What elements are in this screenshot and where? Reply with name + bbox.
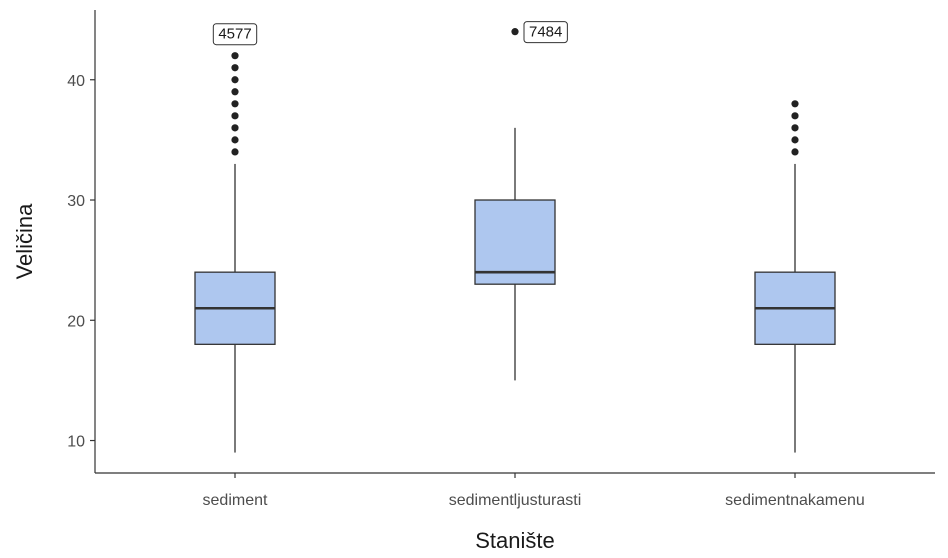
y-tick-label: 20 [67, 313, 85, 330]
outlier-point [231, 148, 239, 156]
y-tick-label: 40 [67, 73, 85, 90]
outlier-label-frame [212, 23, 258, 46]
y-tick-label: 10 [67, 434, 85, 451]
y-axis-ticks: 10 20 30 40 [67, 73, 95, 451]
outlier-label-box: 7484 [523, 21, 568, 44]
outlier-point [231, 100, 239, 108]
y-tick-label: 30 [67, 193, 85, 210]
outlier-point [791, 136, 799, 144]
outlier-point [231, 136, 239, 144]
outlier-point [231, 112, 239, 120]
outlier-point [231, 52, 239, 60]
box-sedimentnakamenu [754, 100, 836, 453]
box-sediment: 4577 [194, 23, 276, 453]
x-tick-label: sedimentljusturasti [449, 492, 582, 509]
outlier-point [791, 148, 799, 156]
outlier-label: 7484 [529, 24, 562, 41]
box-sedimentljusturasti: 7484 [474, 21, 568, 381]
outlier-point [231, 88, 239, 96]
x-tick-label: sedimentnakamenu [725, 492, 865, 509]
outlier-point [511, 28, 519, 36]
outlier-label-frame [523, 21, 568, 44]
outlier-point [791, 100, 799, 108]
x-axis-ticks: sediment sedimentljusturasti sedimentnakam… [203, 473, 865, 509]
iqr-box [474, 199, 556, 285]
outlier-point [231, 64, 239, 72]
box-series: 4577 7484 [194, 21, 836, 453]
outlier-point [791, 112, 799, 120]
y-axis-title: Veličina [12, 203, 37, 280]
outlier-point [791, 124, 799, 132]
outlier-point [231, 124, 239, 132]
outlier-point [231, 76, 239, 84]
x-tick-label: sediment [203, 492, 268, 509]
outlier-label: 4577 [218, 26, 251, 43]
x-axis-title: Stanište [475, 528, 555, 553]
outlier-label-box: 4577 [212, 23, 258, 46]
